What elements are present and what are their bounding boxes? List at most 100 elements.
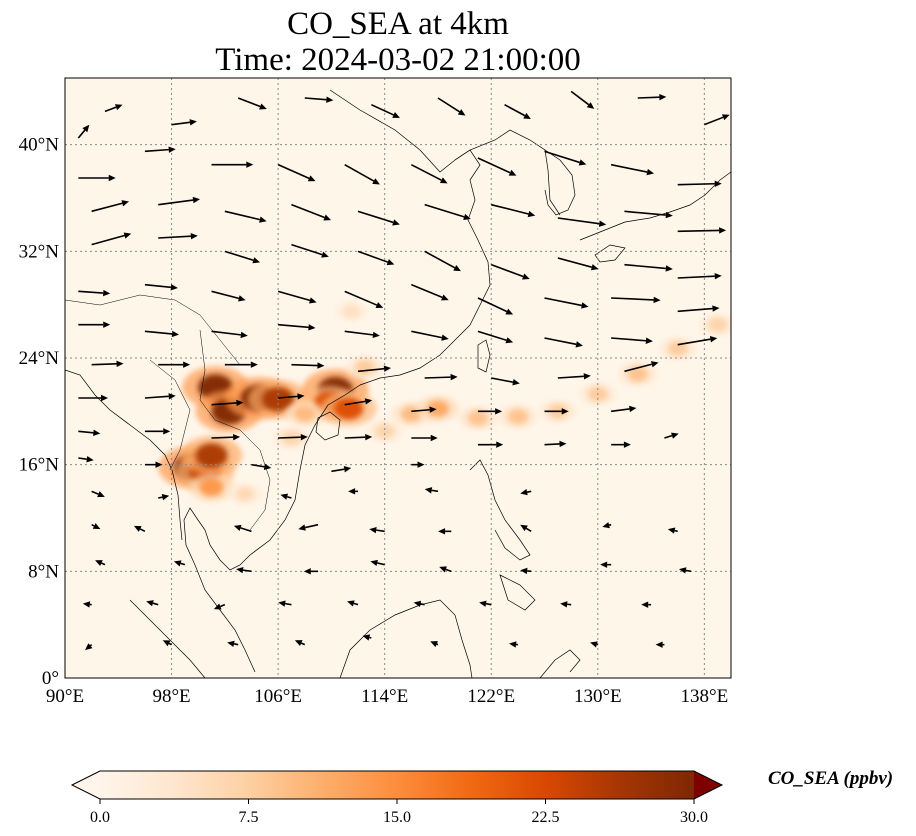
- wind-arrow: [158, 494, 170, 501]
- wind-arrow: [570, 90, 595, 109]
- wind-arrow: [637, 93, 667, 101]
- wind-arrow: [251, 463, 272, 470]
- map-title-line2: Time: 2024-03-02 21:00:00: [215, 42, 581, 78]
- wind-arrow: [224, 361, 258, 368]
- wind-arrow: [602, 522, 612, 529]
- wind-arrow: [411, 434, 438, 442]
- co-plume: [375, 424, 395, 439]
- wind-arrow: [133, 525, 146, 533]
- lon-tick-label: 90°E: [46, 686, 84, 707]
- wind-arrow: [438, 528, 452, 535]
- wind-arrow: [331, 466, 352, 473]
- co-plume: [354, 359, 375, 375]
- wind-arrow: [91, 360, 124, 368]
- wind-arrow: [704, 114, 730, 126]
- wind-arrow: [544, 440, 567, 448]
- map-frame: [64, 77, 732, 679]
- wind-arrow: [237, 97, 267, 110]
- lon-tick-label: 130°E: [574, 686, 622, 707]
- wind-arrow: [557, 257, 599, 271]
- wind-arrow: [78, 321, 111, 328]
- wind-arrow: [211, 433, 241, 441]
- wind-arrow: [291, 243, 329, 258]
- wind-arrow: [211, 161, 254, 168]
- co-plume: [195, 443, 228, 468]
- wind-arrow: [291, 362, 325, 369]
- wind-arrow: [173, 560, 186, 567]
- coastline-indochina: [204, 384, 361, 571]
- wind-arrow: [557, 217, 607, 227]
- colorbar-under-arrow: [72, 771, 100, 799]
- wind-arrow: [411, 406, 437, 413]
- wind-arrow: [509, 641, 518, 648]
- colorbar-gradient: [100, 771, 694, 799]
- wind-arrow: [624, 361, 659, 373]
- wind-arrow: [91, 523, 101, 530]
- coastline-korea: [544, 149, 576, 216]
- lat-tick-label: 32°N: [19, 241, 60, 262]
- wind-arrow: [655, 641, 665, 648]
- wind-arrow: [477, 408, 503, 415]
- co-plume: [294, 406, 316, 422]
- wind-arrow: [146, 600, 159, 607]
- wind-arrow: [224, 250, 261, 264]
- wind-arrow: [91, 200, 130, 213]
- wind-arrow: [144, 146, 176, 153]
- wind-arrow: [158, 361, 191, 368]
- wind-arrow: [344, 330, 380, 339]
- wind-arrow: [430, 641, 439, 648]
- wind-arrow: [677, 336, 718, 346]
- co-plume: [334, 397, 364, 420]
- wind-arrow: [236, 566, 252, 574]
- wind-arrow: [171, 119, 197, 126]
- wind-arrow: [303, 568, 319, 575]
- lon-tick-label: 138°E: [681, 686, 729, 707]
- wind-arrow: [348, 488, 359, 495]
- wind-arrow: [158, 196, 201, 206]
- coastline-borneo: [339, 599, 473, 678]
- wind-arrow: [678, 567, 692, 574]
- wind-arrow: [413, 600, 425, 607]
- wind-arrow: [424, 373, 458, 381]
- coastline-china-east: [329, 89, 491, 386]
- wind-arrow: [624, 263, 673, 272]
- colorbar: 0.0 7.5 15.0 22.5 30.0: [70, 770, 724, 826]
- wind-arrow: [95, 560, 106, 567]
- wind-arrow: [479, 600, 492, 607]
- wind-arrow: [211, 330, 248, 339]
- coastline-philippines: [469, 459, 536, 611]
- lat-tick-label: 0°: [42, 668, 59, 689]
- colorbar-tick-label: 22.5: [532, 809, 560, 826]
- wind-arrow: [78, 174, 116, 182]
- co-plume: [507, 409, 529, 425]
- colorbar-tick-labels: 0.0 7.5 15.0 22.5 30.0: [90, 799, 708, 826]
- wind-arrow: [439, 566, 452, 573]
- wind-arrow: [491, 377, 520, 386]
- wind-arrow: [520, 524, 532, 533]
- wind-arrow: [91, 232, 132, 246]
- wind-arrow: [278, 393, 305, 400]
- wind-arrow: [144, 283, 178, 291]
- wind-arrow: [344, 290, 384, 309]
- wind-arrow: [611, 405, 637, 413]
- co-plume: [627, 366, 648, 382]
- wind-arrow: [144, 428, 171, 435]
- wind-arrow: [357, 250, 395, 266]
- wind-arrow: [78, 429, 101, 437]
- coastline-bohai: [454, 129, 561, 216]
- wind-arrow: [291, 203, 332, 221]
- wind-arrow: [162, 640, 172, 647]
- wind-arrow: [544, 150, 587, 166]
- colorbar-tick-label: 0.0: [90, 809, 110, 826]
- longitude-tick-labels: 90°E 98°E 106°E 114°E 122°E 130°E 138°E: [46, 686, 728, 707]
- coastline-sumatra: [129, 599, 206, 678]
- wind-arrow: [78, 289, 111, 297]
- wind-arrow: [370, 559, 385, 567]
- wind-arrow: [158, 232, 198, 240]
- wind-arrow: [641, 601, 652, 608]
- wind-arrow: [344, 398, 373, 406]
- wind-arrow: [278, 323, 316, 331]
- co-plume: [199, 478, 224, 497]
- wind-arrow: [344, 433, 373, 441]
